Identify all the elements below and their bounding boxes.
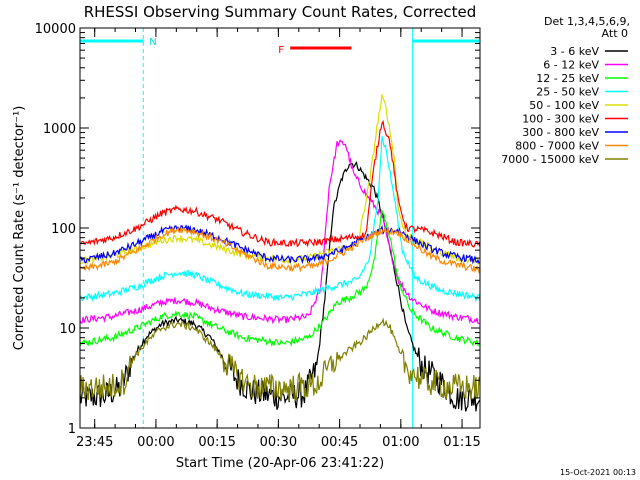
series-line [79,94,481,266]
y-axis-label: Corrected Count Rate (s⁻¹ detector⁻¹) [12,106,27,351]
y-tick-label: 1000 [43,122,76,137]
legend-entry-label: 6 - 12 keV [543,59,599,72]
legend-entry-label: 3 - 6 keV [550,45,599,58]
legend-entry-label: 12 - 25 keV [536,72,599,85]
series-line [79,317,481,401]
x-tick-label: 00:00 [137,435,174,450]
series-line [79,225,481,275]
series-line [79,224,480,265]
legend-entry-label: 25 - 50 keV [536,86,599,99]
y-tick-label: 100 [51,222,76,237]
legend-entry-label: 800 - 7000 keV [515,140,599,153]
x-tick-label: 23:45 [76,435,113,450]
series-line [79,208,481,348]
y-tick-label: 10 [59,322,76,337]
x-tick-label: 01:15 [443,435,480,450]
x-tick-label: 01:00 [382,435,419,450]
series-line [79,136,481,303]
y-tick-label: 1 [68,422,76,437]
series-line [79,160,481,412]
legend-entry-label: 300 - 800 keV [522,126,599,139]
legend-entry-label: 100 - 300 keV [522,113,599,126]
y-tick-label: 10000 [35,22,76,37]
x-tick-label: 00:30 [260,435,297,450]
series-line [79,139,481,325]
x-axis-label: Start Time (20-Apr-06 23:41:22) [176,456,384,471]
x-tick-label: 00:15 [198,435,235,450]
flag-mark-n: N [149,37,156,48]
footer-date: 15-Oct-2021 00:13 [560,468,636,477]
flag-mark-f: F [278,45,284,56]
legend-header: Det 1,3,4,5,6,9, [544,15,630,28]
legend-entry-label: 7000 - 15000 keV [501,153,599,166]
series-line [79,119,481,248]
legend-entry-label: 50 - 100 keV [529,99,599,112]
chart-title: RHESSI Observing Summary Count Rates, Co… [84,3,477,21]
legend-attenuator: Att 0 [602,27,628,40]
x-tick-label: 00:45 [321,435,358,450]
